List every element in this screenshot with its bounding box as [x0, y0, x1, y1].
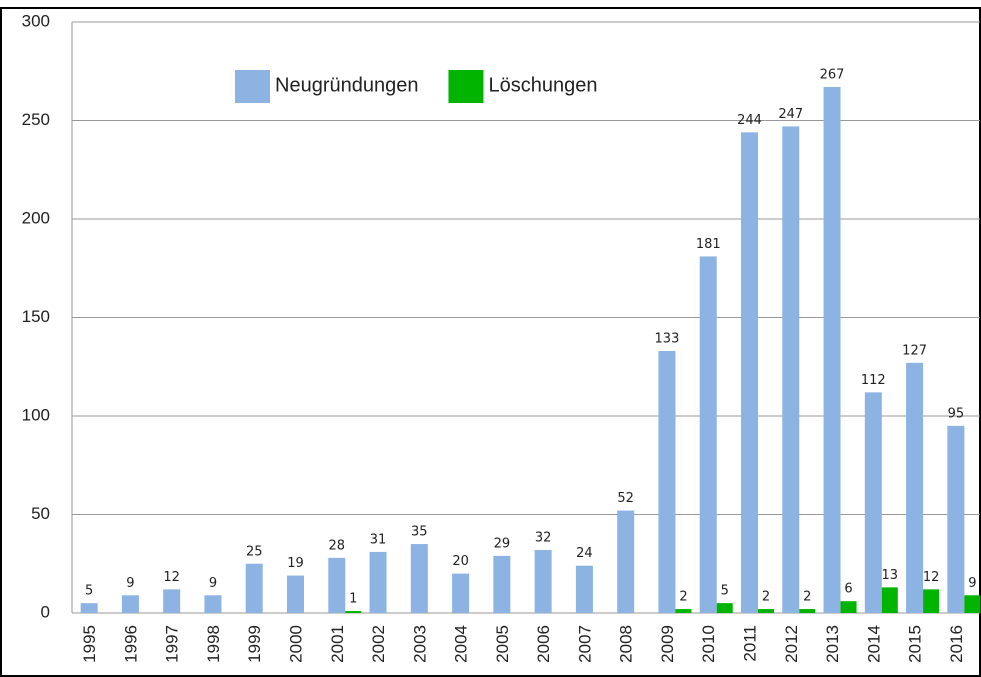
bar — [675, 609, 692, 613]
bar — [741, 132, 758, 613]
y-tick-label: 0 — [41, 602, 50, 621]
value-label: 9 — [968, 576, 976, 591]
x-tick-label: 2001 — [328, 625, 347, 663]
value-label: 267 — [820, 68, 845, 83]
value-label: 95 — [948, 406, 965, 421]
x-tick-label: 2016 — [947, 625, 966, 663]
x-tick-label: 2006 — [534, 625, 553, 663]
x-tick-label: 2004 — [452, 625, 471, 663]
value-label: 1 — [349, 592, 357, 607]
bar — [369, 551, 387, 613]
x-tick-label: 1996 — [121, 625, 140, 663]
legend-swatch — [448, 70, 484, 103]
value-label: 127 — [902, 343, 927, 358]
value-label: 32 — [535, 530, 552, 545]
bar — [923, 589, 940, 613]
x-tick-label: 2000 — [286, 625, 305, 663]
bar — [947, 425, 965, 613]
value-label: 2 — [762, 590, 770, 605]
x-tick-label: 1995 — [80, 625, 99, 663]
legend-swatch — [235, 70, 270, 103]
bar — [493, 555, 511, 613]
y-tick-label: 200 — [22, 208, 50, 227]
bar — [121, 595, 139, 613]
bar — [328, 557, 346, 613]
value-label: 247 — [778, 107, 803, 122]
x-tick-label: 2009 — [658, 625, 677, 663]
x-tick-label: 2010 — [699, 625, 718, 663]
x-tick-label: 2008 — [617, 625, 636, 663]
bar — [534, 549, 552, 613]
y-tick-label: 100 — [22, 405, 50, 424]
value-label: 9 — [126, 576, 134, 591]
bar — [782, 126, 800, 613]
value-label: 6 — [844, 582, 852, 597]
value-label: 12 — [923, 570, 940, 585]
bar — [799, 609, 816, 613]
x-tick-label: 2002 — [369, 625, 388, 663]
y-tick-label: 150 — [22, 307, 50, 326]
value-label: 2 — [679, 590, 687, 605]
bar — [964, 595, 981, 613]
value-label: 133 — [655, 331, 680, 346]
bar — [245, 563, 263, 613]
value-label: 5 — [721, 584, 729, 599]
bar — [716, 603, 733, 613]
bar — [410, 544, 428, 613]
bar — [80, 603, 98, 613]
value-label: 19 — [287, 556, 304, 571]
bar — [823, 87, 841, 613]
x-tick-label: 2015 — [906, 625, 925, 663]
bar — [658, 350, 676, 613]
y-tick-label: 250 — [22, 110, 50, 129]
bar — [204, 595, 222, 613]
frame — [0, 7, 981, 677]
x-tick-label: 2013 — [823, 625, 842, 663]
x-tick-label: 1998 — [204, 625, 223, 663]
x-tick-label: 2003 — [410, 625, 429, 663]
x-tick-label: 2011 — [740, 625, 759, 662]
bar — [881, 587, 898, 613]
x-tick-label: 2012 — [782, 625, 801, 663]
value-label: 31 — [370, 532, 387, 547]
value-label: 25 — [246, 544, 263, 559]
value-label: 9 — [209, 576, 217, 591]
bar — [287, 575, 304, 613]
value-label: 12 — [163, 570, 180, 585]
bar — [617, 510, 635, 613]
x-tick-label: 2014 — [864, 625, 883, 663]
bar — [864, 392, 882, 613]
value-label: 181 — [696, 237, 721, 252]
x-tick-label: 2005 — [493, 625, 512, 663]
bar — [452, 573, 470, 613]
bar — [758, 609, 774, 613]
value-label: 52 — [617, 491, 634, 506]
bar — [906, 362, 924, 613]
value-label: 244 — [737, 113, 762, 128]
bar — [345, 611, 362, 613]
value-label: 2 — [803, 590, 811, 605]
value-label: 13 — [882, 568, 899, 583]
value-label: 5 — [85, 584, 93, 599]
value-label: 112 — [861, 373, 886, 388]
x-tick-label: 1999 — [245, 625, 264, 663]
legend-label: Neugründungen — [275, 74, 418, 96]
bar — [163, 589, 181, 613]
legend-label: Löschungen — [488, 74, 597, 96]
value-label: 20 — [452, 554, 469, 569]
bar — [840, 601, 857, 613]
value-label: 28 — [328, 538, 345, 553]
bar — [575, 565, 593, 613]
value-label: 35 — [411, 525, 428, 540]
y-tick-label: 50 — [31, 504, 50, 523]
x-tick-label: 1997 — [163, 625, 182, 663]
y-tick-label: 300 — [22, 11, 50, 30]
value-label: 24 — [576, 546, 593, 561]
bar — [699, 256, 717, 613]
value-label: 29 — [494, 536, 511, 551]
x-tick-label: 2007 — [575, 625, 594, 663]
